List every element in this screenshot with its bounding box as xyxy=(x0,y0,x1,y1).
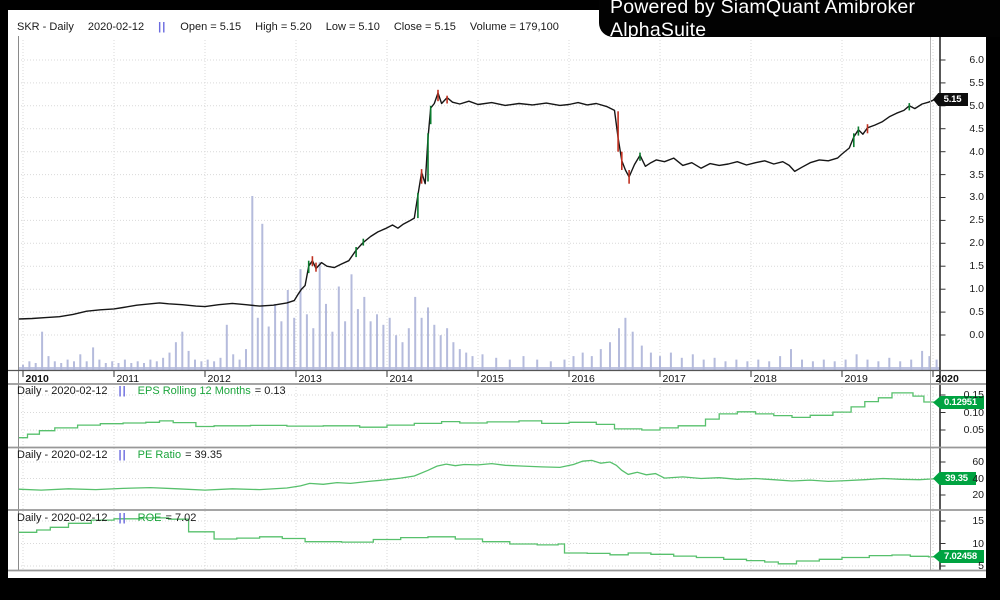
y-axis-tick-label: 5.5 xyxy=(969,76,984,89)
eps-line xyxy=(18,392,941,439)
eps-value-tag: 0.12951 xyxy=(933,396,984,409)
ohlc-close: Close = 5.15 xyxy=(393,21,456,33)
y-axis-tick-label: 4.5 xyxy=(969,122,984,135)
symbol-interval: SKR - Daily xyxy=(17,21,74,33)
x-axis-year-label: 2018 xyxy=(753,372,777,385)
x-axis-year-label: 2012 xyxy=(207,372,231,385)
y-axis-tick-label: 3.0 xyxy=(969,191,984,204)
main-chart-header: SKR - Daily 2020-02-12 || Open = 5.15 Hi… xyxy=(17,21,559,33)
pipe-separator-icon: || xyxy=(158,21,167,33)
pipe-separator-icon: || xyxy=(118,512,127,524)
roe-panel-header: Daily - 2020-02-12 || ROE = 7.02 xyxy=(17,512,196,524)
y-axis-tick-label: 5.0 xyxy=(969,99,984,112)
value-gridlines xyxy=(18,59,940,567)
pipe-separator-icon: || xyxy=(118,449,127,461)
pipe-separator-icon: || xyxy=(118,385,127,397)
ohlc-low: Low = 5.10 xyxy=(325,21,380,33)
y-axis-tick-label: 40 xyxy=(972,472,984,485)
y-axis-tick-label: 15 xyxy=(972,515,984,527)
eps-panel-header: Daily - 2020-02-12 || EPS Rolling 12 Mon… xyxy=(17,385,286,397)
y-axis-tick-label: 1.5 xyxy=(969,260,984,273)
ohlc-volume: Volume = 179,100 xyxy=(469,21,559,33)
volume-bars xyxy=(18,196,940,370)
price-line xyxy=(18,92,941,320)
y-axis-tick-label: 0.10 xyxy=(963,406,984,419)
axis-ticks xyxy=(22,59,946,567)
x-axis-year-label: 2014 xyxy=(389,372,413,385)
powered-by-banner: Powered by SiamQuant Amibroker AlphaSuit… xyxy=(599,0,1000,41)
y-axis-tick-label: 0.0 xyxy=(969,328,984,341)
x-axis-year-label: 2019 xyxy=(844,372,868,385)
pe-line xyxy=(18,459,941,491)
eps-header-date: Daily - 2020-02-12 xyxy=(17,385,108,397)
year-gridlines xyxy=(22,40,934,570)
header-date: 2020-02-12 xyxy=(87,21,145,33)
last-price-tag: 5.15 xyxy=(933,93,968,106)
roe-header-date: Daily - 2020-02-12 xyxy=(17,512,108,524)
borders xyxy=(8,36,986,572)
y-axis-tick-label: 2.0 xyxy=(969,237,984,250)
x-axis-year-label: 2011 xyxy=(116,372,140,385)
y-axis-tick-label: 4.0 xyxy=(969,145,984,158)
roe-line xyxy=(18,517,941,565)
x-axis-year-label: 2010 xyxy=(25,372,49,385)
roe-indicator-label: ROE = 7.02 xyxy=(137,512,197,524)
roe-value-tag: 7.02458 xyxy=(933,550,984,563)
x-axis-year-label: 2017 xyxy=(662,372,686,385)
pe-panel-header: Daily - 2020-02-12 || PE Ratio = 39.35 xyxy=(17,449,222,461)
y-axis-tick-label: 0.05 xyxy=(963,424,984,436)
pe-value-tag: 39.35 xyxy=(933,472,976,485)
y-axis-tick-label: 60 xyxy=(972,456,984,468)
x-axis-year-label: 2013 xyxy=(298,372,322,385)
y-axis-tick-label: 6.0 xyxy=(969,54,984,66)
y-axis-tick-label: 0.15 xyxy=(963,389,984,401)
y-axis-tick-label: 10 xyxy=(972,537,984,550)
banner-text: Powered by SiamQuant Amibroker AlphaSuit… xyxy=(610,0,916,41)
y-axis-tick-label: 20 xyxy=(972,489,984,501)
chart-window[interactable] xyxy=(8,10,986,578)
x-axis-year-label: 2016 xyxy=(571,372,595,385)
x-axis-year-label: 2015 xyxy=(480,372,504,385)
y-axis-tick-label: 1.0 xyxy=(969,283,984,296)
ohlc-open: Open = 5.15 xyxy=(180,21,242,33)
y-axis-tick-label: 3.5 xyxy=(969,168,984,181)
candle-wicks xyxy=(307,89,942,274)
ohlc-high: High = 5.20 xyxy=(255,21,312,33)
y-axis-tick-label: 2.5 xyxy=(969,214,984,227)
y-axis-tick-label: 0.5 xyxy=(969,306,984,319)
x-axis-year-label: 2020 xyxy=(935,372,959,385)
pe-indicator-label: PE Ratio = 39.35 xyxy=(137,449,223,461)
y-axis-tick-label: 5 xyxy=(978,560,984,572)
eps-indicator-label: EPS Rolling 12 Months = 0.13 xyxy=(137,385,286,397)
pe-header-date: Daily - 2020-02-12 xyxy=(17,449,108,461)
